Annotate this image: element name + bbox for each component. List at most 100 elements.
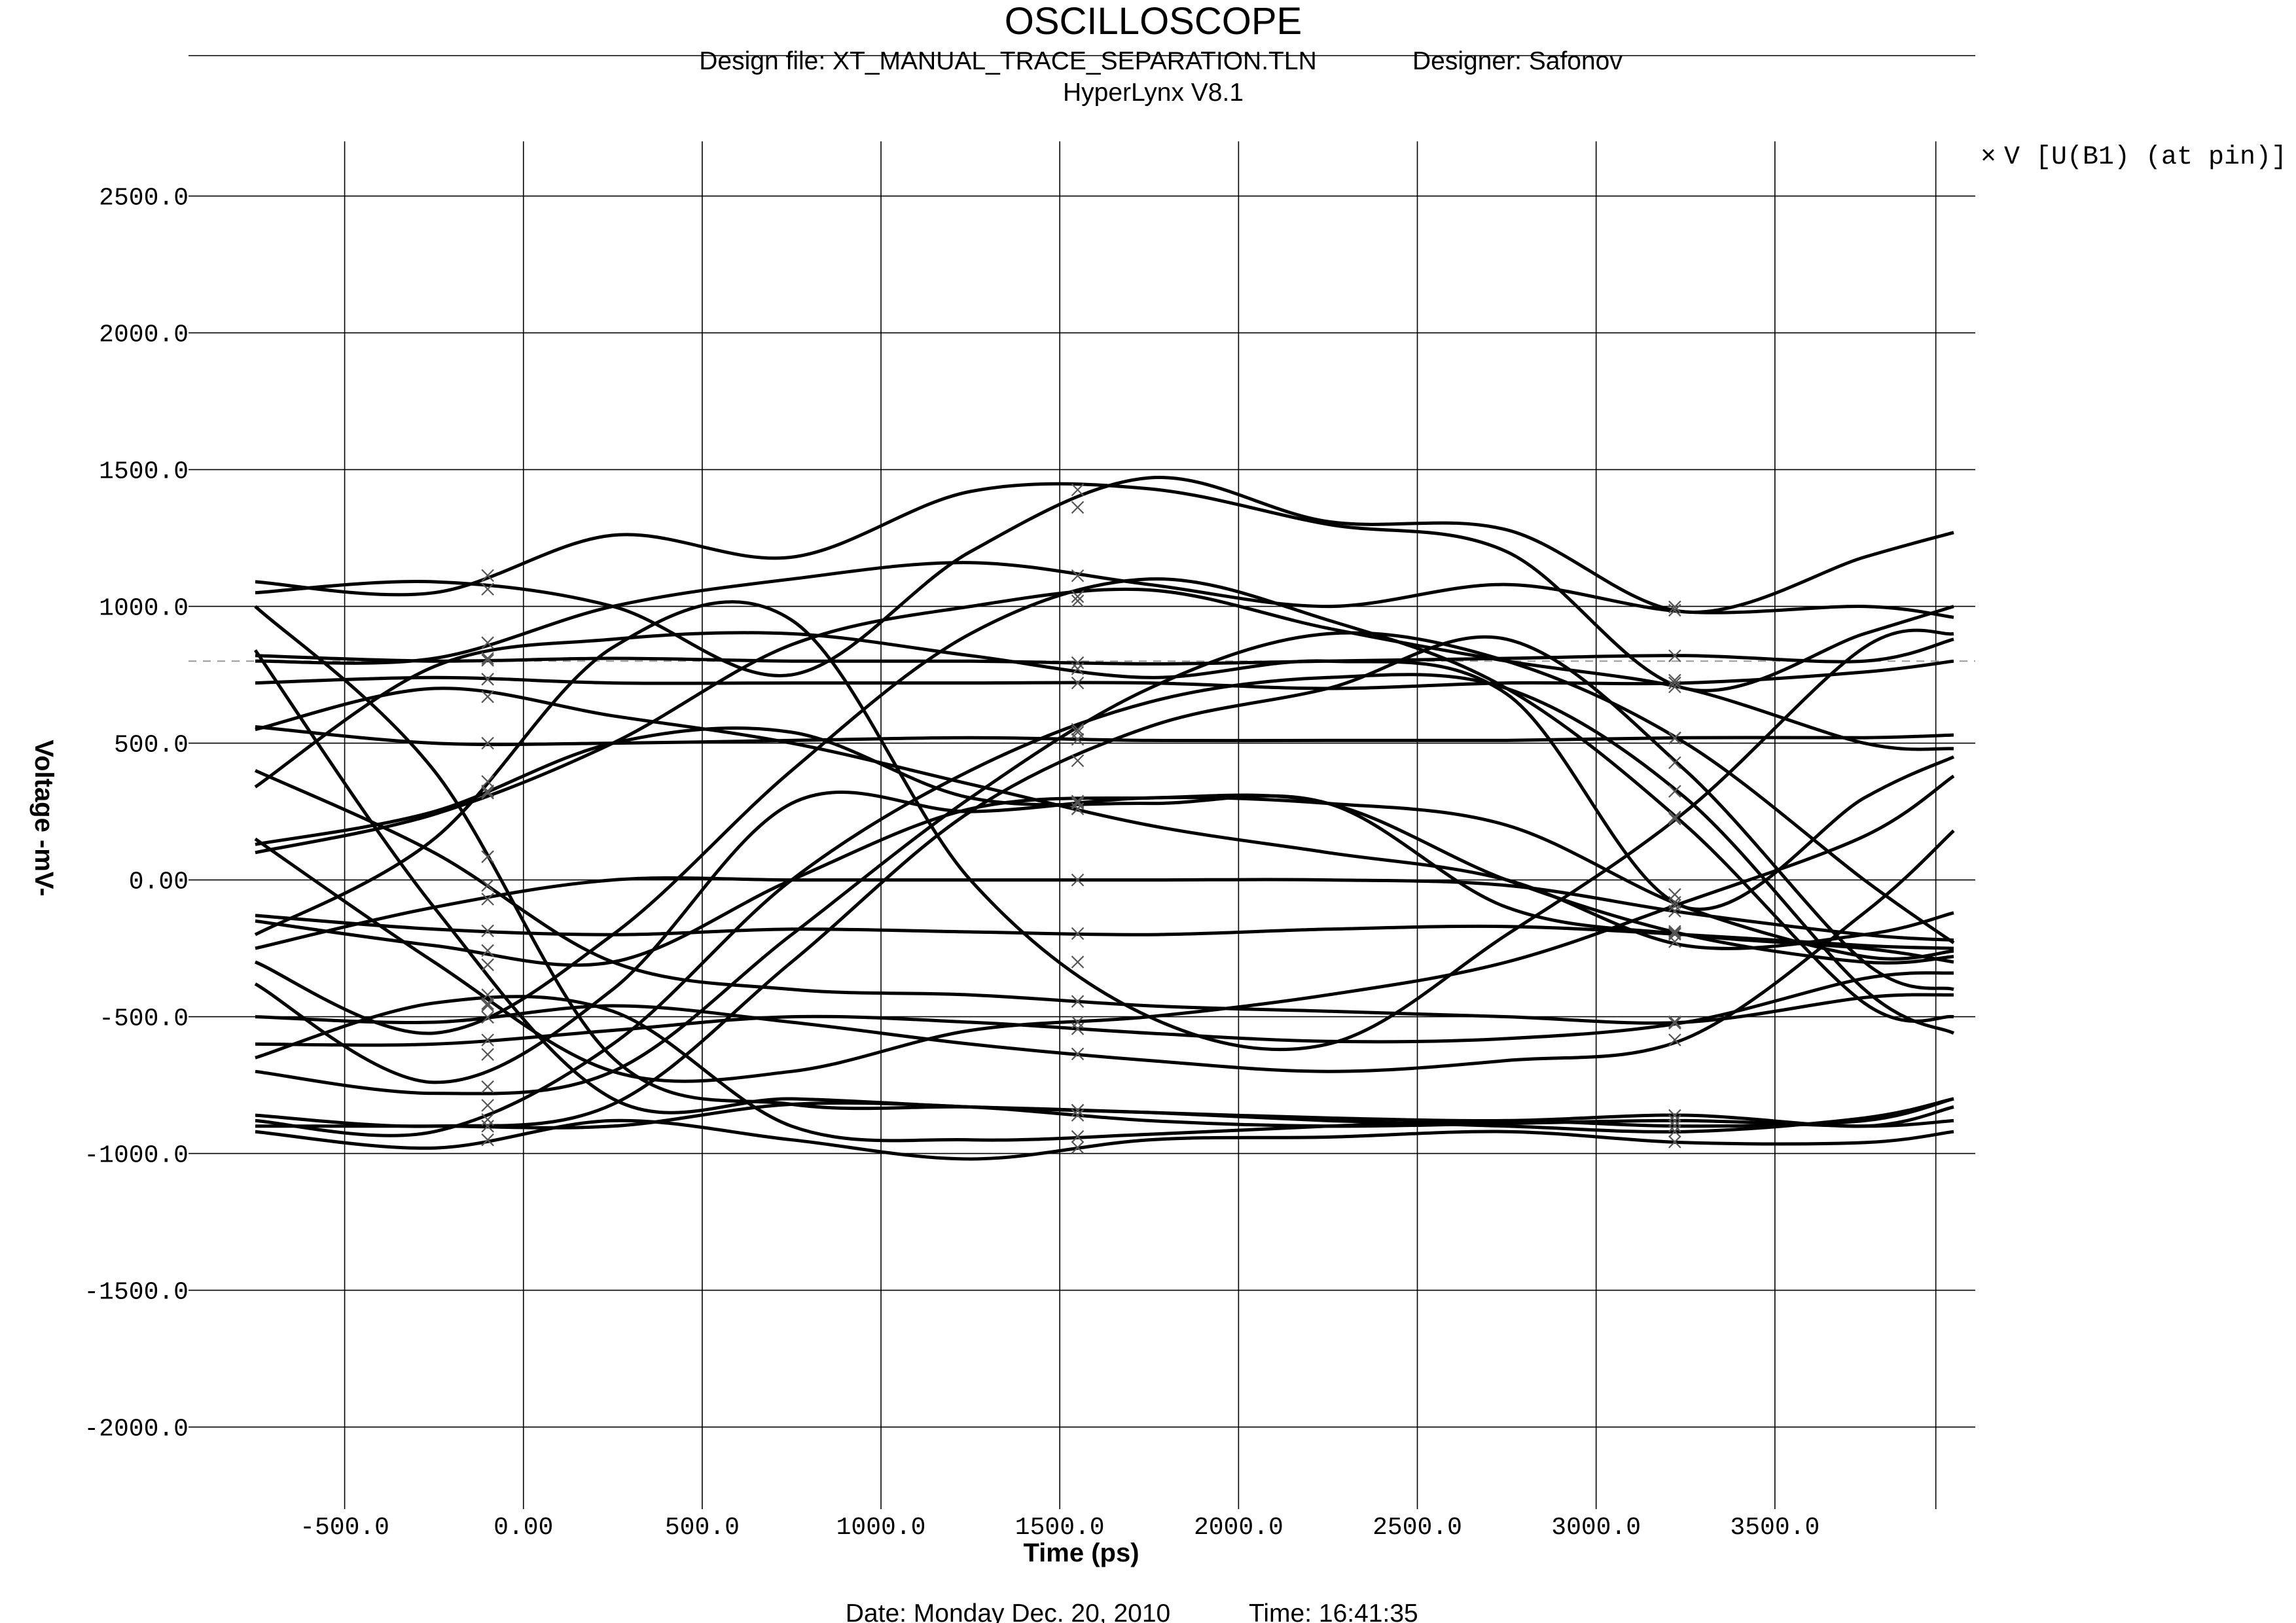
trace-marker-icon [1668,680,1681,694]
trace-marker-icon [1668,1135,1681,1149]
trace-marker-icon [1668,812,1681,826]
trace-marker-icon [481,654,494,667]
trace-marker-icon [1071,1103,1085,1117]
trace-marker-icon [481,1048,494,1061]
y-tick-label: 0.00 [129,868,188,897]
legend-marker-icon: × [1981,143,1996,172]
y-tick-label: -1500.0 [84,1279,188,1307]
trace-marker-icon [1071,483,1085,497]
trace-marker-icon [1071,802,1085,815]
trace-marker-icon [481,784,494,798]
chart-header: OSCILLOSCOPE Design file: XT_MANUAL_TRAC… [188,0,1975,107]
y-axis-label: Voltage -mV- [29,740,58,896]
waveform-trace [255,637,1954,666]
trace-marker-icon [1071,873,1085,887]
trace-marker-icon [1071,656,1085,669]
trace-marker-icon [1668,673,1681,687]
trace-marker-icon [1668,1114,1681,1128]
waveform-trace [255,1118,1954,1161]
x-tick-label: 1000.0 [836,1514,926,1542]
x-tick-label: -500.0 [300,1514,389,1542]
trace-marker-icon [1668,756,1681,770]
x-tick-label: 1500.0 [1015,1514,1105,1542]
trace-marker-icon [1071,594,1085,608]
trace-marker-icon [1071,1016,1085,1029]
legend-entry: V [U(B1) (at pin)] [2004,143,2287,172]
trace-marker-icon [481,1133,494,1147]
designer-label: Designer: Safonov [1412,47,1623,75]
trace-marker-icon [1668,1124,1681,1138]
trace-marker-icon [1071,1109,1085,1122]
waveform-trace [255,725,1954,747]
chart-footer: Date: Monday Dec. 20, 2010 Time: 16:41:3… [846,1599,1418,1623]
trace-marker-icon [481,569,494,582]
trace-marker-icon [1071,1130,1085,1143]
waveform-trace [255,995,1954,1143]
trace-group [253,475,1955,1161]
waveform-trace [254,600,1954,1052]
trace-marker-icon [1071,927,1085,940]
y-tick-label: -1000.0 [84,1142,188,1170]
trace-marker-icon [481,850,494,863]
trace-marker-icon [1668,899,1681,912]
waveform-trace [254,631,1955,911]
waveform-trace [255,687,1954,950]
plot-grid [188,141,1975,1509]
waveform-trace [255,726,1954,964]
footer-date: Date: Monday Dec. 20, 2010 [846,1599,1170,1623]
trace-marker-icon [481,924,494,938]
x-tick-label: 0.00 [493,1514,553,1542]
trace-marker-icon [1071,1022,1085,1035]
trace-marker-icon [1071,1141,1085,1154]
waveform-trace [255,659,1954,690]
waveform-trace [255,635,1954,1128]
trace-marker-icon [1071,995,1085,1008]
trace-marker-icon [481,636,494,649]
trace-marker-icon [1071,754,1085,768]
legend: × V [U(B1) (at pin)] [1981,143,2287,172]
trace-marker-icon [481,736,494,750]
waveform-trace [255,561,1954,665]
trace-marker-icon [1668,1016,1681,1030]
footer-time: Time: 16:41:35 [1249,1599,1418,1623]
x-tick-labels: -500.0 0.00 500.0 1000.0 1500.0 2000.0 2500.0 3… [300,1514,1820,1542]
chart-title: OSCILLOSCOPE [1005,0,1302,43]
x-tick-label: 3000.0 [1551,1514,1641,1542]
trace-marker-icon [1071,955,1085,969]
trace-marker-icon [481,944,494,957]
trace-marker-icon [481,652,494,665]
trace-marker-icon [1668,925,1681,938]
design-file-label: Design file: XT_MANUAL_TRACE_SEPARATION.… [699,47,1316,75]
y-tick-label: -2000.0 [84,1416,188,1444]
trace-marker-icon [481,1099,494,1112]
y-tick-label: 1000.0 [99,595,188,623]
x-tick-label: 3500.0 [1730,1514,1820,1542]
trace-marker-icon [1071,796,1085,809]
trace-marker-icon [1668,896,1681,909]
y-tick-label: -500.0 [99,1005,188,1033]
trace-marker-icon [481,690,494,704]
trace-marker-icon [1071,1047,1085,1061]
y-tick-labels: 2500.0 2000.0 1500.0 1000.0 500.0 0.00 -500.0 -… [84,185,188,1444]
marker-group [481,483,1681,1154]
trace-marker-icon [1071,722,1085,736]
y-tick-label: 2500.0 [99,185,188,213]
y-tick-label: 500.0 [114,732,188,760]
waveform-trace [255,577,1954,1035]
trace-marker-icon [481,893,494,906]
trace-marker-icon [1668,935,1681,948]
waveform-trace [255,587,1954,855]
waveform-trace [255,971,1954,1047]
trace-marker-icon [1071,726,1085,739]
trace-marker-icon [481,1010,494,1024]
x-tick-label: 2000.0 [1194,1514,1283,1542]
trace-marker-icon [1071,676,1085,690]
x-tick-label: 2500.0 [1372,1514,1462,1542]
trace-marker-icon [1071,501,1085,514]
waveform-trace [254,774,1955,1083]
trace-marker-icon [481,1080,494,1094]
trace-marker-icon [481,673,494,686]
waveform-trace [255,829,1955,1073]
trace-marker-icon [1071,590,1085,603]
